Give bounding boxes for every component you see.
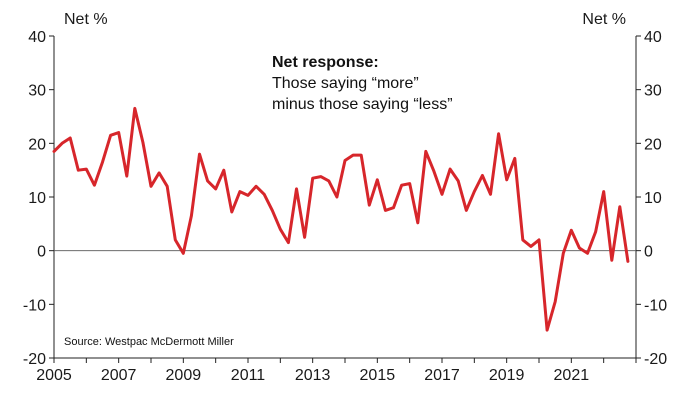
right-y-tick-label: 20 — [644, 136, 662, 153]
x-tick-label: 2017 — [424, 367, 460, 384]
left-y-tick-label: 0 — [37, 244, 46, 261]
x-tick-label: 2007 — [101, 367, 137, 384]
right-y-tick-label: -10 — [644, 297, 667, 314]
left-y-tick-label: 20 — [28, 136, 46, 153]
left-y-tick-label: -10 — [23, 297, 46, 314]
x-tick-label: 2013 — [295, 367, 331, 384]
x-tick-label: 2011 — [231, 367, 266, 384]
left-y-tick-label: -20 — [23, 351, 46, 368]
right-axis-unit: Net % — [582, 11, 626, 28]
right-y-tick-label: 30 — [644, 83, 662, 100]
left-y-tick-label: 30 — [28, 83, 46, 100]
x-tick-label: 2021 — [554, 367, 590, 384]
right-y-tick-label: 10 — [644, 190, 662, 207]
annotation-line-1: Those saying “more” — [272, 75, 419, 92]
series-layer — [52, 106, 630, 332]
left-axis-unit: Net % — [64, 11, 108, 28]
annotation-line-2: minus those saying “less” — [272, 96, 453, 113]
tick-labels: -20 -20 -10 -10 0 0 10 10 20 20 30 30 40 40 2005 2007 20… — [23, 29, 667, 384]
source-note: Source: Westpac McDermott Miller — [64, 336, 234, 348]
x-tick-label: 2019 — [489, 367, 525, 384]
series-line-1 — [52, 106, 630, 332]
x-tick-label: 2005 — [36, 367, 72, 384]
right-y-tick-label: 0 — [644, 244, 653, 261]
x-tick-label: 2015 — [360, 367, 396, 384]
axes — [49, 35, 641, 363]
left-y-tick-label: 10 — [28, 190, 46, 207]
right-y-tick-label: -20 — [644, 351, 667, 368]
left-y-tick-label: 40 — [28, 29, 46, 46]
annotation-title: Net response: — [272, 54, 379, 71]
x-tick-label: 2009 — [166, 367, 202, 384]
right-y-tick-label: 40 — [644, 29, 662, 46]
